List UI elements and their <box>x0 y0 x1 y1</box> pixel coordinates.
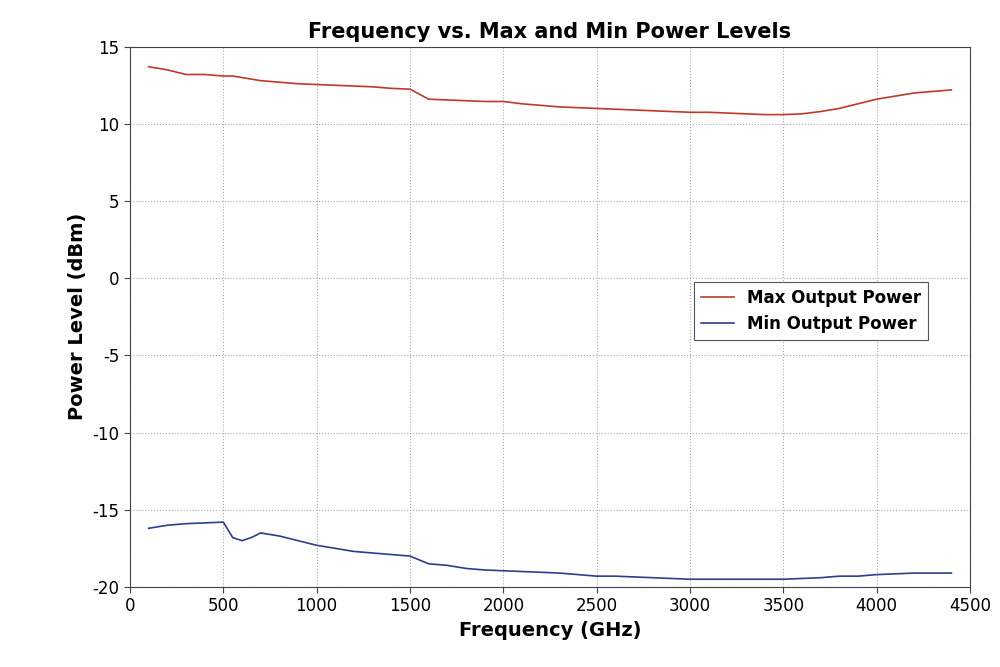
Max Output Power <box>441 96 453 104</box>
Max Output Power <box>703 108 715 116</box>
Min Output Power <box>497 567 509 575</box>
Min Output Power <box>516 568 528 576</box>
Min Output Power <box>460 564 472 572</box>
Max Output Power <box>143 63 155 71</box>
Min Output Power <box>796 574 808 582</box>
Max Output Power <box>908 89 920 97</box>
Max Output Power <box>535 101 547 109</box>
Min Output Power <box>236 537 248 545</box>
Min Output Power <box>572 570 584 578</box>
Min Output Power <box>367 549 379 557</box>
Min Output Power <box>292 537 304 545</box>
Max Output Power <box>852 100 864 108</box>
Max Output Power <box>553 103 565 111</box>
Min Output Power <box>815 574 827 582</box>
Max Output Power <box>479 97 491 105</box>
Max Output Power <box>647 107 659 115</box>
Max Output Power <box>684 108 696 116</box>
Min Output Power <box>945 569 957 577</box>
Y-axis label: Power Level (dBm): Power Level (dBm) <box>68 213 87 420</box>
Max Output Power <box>591 105 603 113</box>
Max Output Power <box>367 83 379 91</box>
Max Output Power <box>460 97 472 105</box>
Max Output Power <box>927 87 939 95</box>
Max Output Power <box>161 66 173 74</box>
Min Output Power <box>255 529 267 537</box>
Min Output Power <box>721 575 733 583</box>
Min Output Power <box>871 570 883 578</box>
Max Output Power <box>227 72 239 80</box>
Min Output Power <box>591 572 603 580</box>
Min Output Power <box>227 534 239 542</box>
Max Output Power <box>833 105 845 113</box>
Min Output Power <box>535 568 547 576</box>
Min Output Power <box>777 575 789 583</box>
Min Output Power <box>329 544 341 552</box>
Max Output Power <box>329 81 341 89</box>
Max Output Power <box>236 73 248 81</box>
Max Output Power <box>348 82 360 90</box>
Min Output Power <box>245 534 257 542</box>
Min Output Power <box>833 572 845 580</box>
Min Output Power <box>441 562 453 570</box>
Max Output Power <box>665 107 677 115</box>
Max Output Power <box>871 95 883 103</box>
Min Output Power <box>553 569 565 577</box>
Max Output Power <box>572 103 584 111</box>
Max Output Power <box>796 110 808 118</box>
Min Output Power <box>908 569 920 577</box>
Max Output Power <box>217 72 229 80</box>
Max Output Power <box>245 75 257 83</box>
Min Output Power <box>348 548 360 556</box>
Max Output Power <box>516 100 528 108</box>
Max Output Power <box>273 78 285 86</box>
Min Output Power <box>759 575 771 583</box>
Max Output Power <box>404 85 416 93</box>
Title: Frequency vs. Max and Min Power Levels: Frequency vs. Max and Min Power Levels <box>308 23 792 43</box>
Min Output Power <box>665 574 677 582</box>
Min Output Power <box>423 560 435 568</box>
Min Output Power <box>852 572 864 580</box>
Max Output Power <box>740 110 752 118</box>
Min Output Power <box>385 550 397 558</box>
Max Output Power <box>777 111 789 119</box>
Max Output Power <box>292 80 304 88</box>
Line: Min Output Power: Min Output Power <box>149 522 951 579</box>
Legend: Max Output Power, Min Output Power: Max Output Power, Min Output Power <box>694 282 928 340</box>
Max Output Power <box>889 92 901 100</box>
Min Output Power <box>684 575 696 583</box>
Min Output Power <box>143 524 155 532</box>
Min Output Power <box>217 518 229 526</box>
Min Output Power <box>703 575 715 583</box>
Min Output Power <box>311 542 323 550</box>
Line: Max Output Power: Max Output Power <box>149 67 951 115</box>
Max Output Power <box>255 77 267 85</box>
Max Output Power <box>945 86 957 94</box>
Max Output Power <box>199 71 211 79</box>
Min Output Power <box>740 575 752 583</box>
X-axis label: Frequency (GHz): Frequency (GHz) <box>459 621 641 640</box>
Min Output Power <box>927 569 939 577</box>
Max Output Power <box>497 97 509 105</box>
Max Output Power <box>311 81 323 89</box>
Min Output Power <box>628 573 640 581</box>
Min Output Power <box>479 566 491 574</box>
Min Output Power <box>161 521 173 529</box>
Max Output Power <box>759 111 771 119</box>
Max Output Power <box>628 106 640 114</box>
Max Output Power <box>609 105 621 113</box>
Max Output Power <box>815 107 827 115</box>
Min Output Power <box>273 532 285 540</box>
Min Output Power <box>180 520 192 528</box>
Max Output Power <box>385 84 397 92</box>
Min Output Power <box>199 519 211 527</box>
Min Output Power <box>647 574 659 582</box>
Min Output Power <box>889 570 901 578</box>
Max Output Power <box>721 109 733 117</box>
Max Output Power <box>423 95 435 103</box>
Min Output Power <box>404 552 416 560</box>
Max Output Power <box>180 71 192 79</box>
Min Output Power <box>609 572 621 580</box>
